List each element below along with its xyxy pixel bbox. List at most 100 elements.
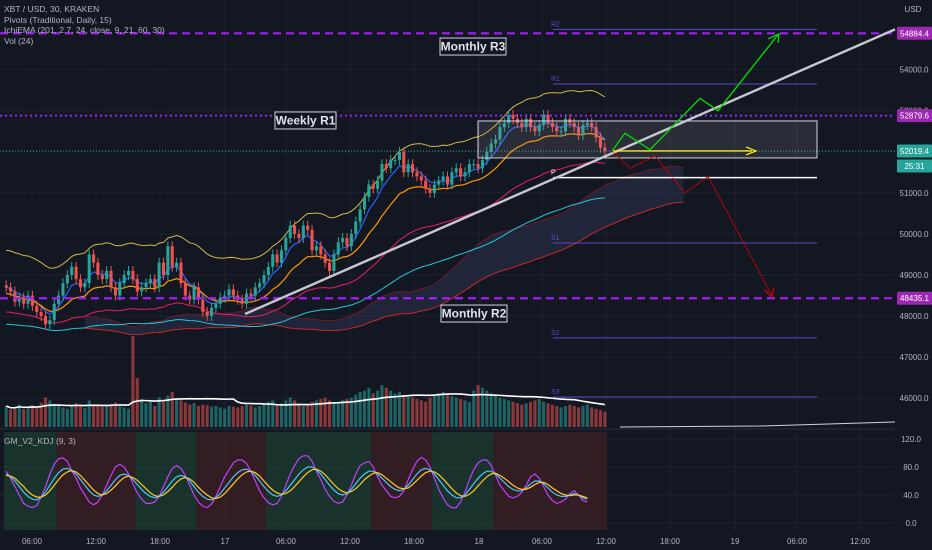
candle-body [577, 127, 581, 136]
volume-bar [463, 400, 467, 427]
axes: USD54000.053000.052000.051000.050000.049… [22, 5, 932, 546]
legend: XBT / USD, 30, KRAKEN Pivots (Traditiona… [4, 4, 165, 46]
candle-body [78, 279, 82, 288]
candle-body [240, 299, 244, 304]
drawings: Monthly R3 Weekly R1 Monthly R2 [244, 28, 896, 323]
badge-last-bg [897, 144, 932, 158]
candle-body [153, 279, 157, 288]
x-tick: 12:00 [86, 537, 107, 546]
candle-body [249, 293, 253, 296]
volume-bar [507, 400, 511, 427]
volume-bar [127, 408, 131, 427]
legend-vol[interactable]: Vol (24) [4, 35, 34, 46]
volume-bar [502, 399, 506, 427]
candle-body [345, 238, 349, 247]
candle-body [310, 229, 314, 251]
badge-countdown-bg [897, 159, 932, 173]
candle-body [9, 287, 13, 292]
monthly-r3-label-box [439, 37, 507, 56]
kdj-zone [266, 432, 372, 530]
legend-kdj[interactable]: GM_V2_KDJ (9, 3) [4, 436, 76, 446]
candle-body [476, 164, 480, 169]
candle-body [494, 139, 498, 144]
candle-body [258, 283, 262, 288]
volume-bar [223, 408, 227, 427]
candle-body [218, 297, 222, 304]
volume-bar [148, 401, 152, 427]
candle-body [415, 172, 419, 177]
volume-bar [537, 399, 541, 427]
x-tick: 12:00 [850, 537, 871, 546]
legend-symbol[interactable]: XBT / USD, 30, KRAKEN [4, 4, 100, 14]
candle-body [161, 262, 166, 276]
candle-body [39, 311, 43, 317]
candle-body [341, 238, 345, 243]
red-arrowhead [763, 287, 775, 298]
volume-bar [306, 404, 310, 427]
candle-body [563, 118, 568, 132]
pivot-label-s3: S3 [551, 389, 560, 396]
candle-body [459, 168, 463, 177]
volume-bar [284, 400, 288, 427]
candle-body [371, 184, 375, 189]
candle-body [17, 297, 21, 302]
candle-body [598, 137, 602, 148]
range-box [477, 120, 818, 159]
candle-body [428, 188, 432, 193]
candle-body [179, 262, 183, 284]
kdj-zone [371, 432, 433, 530]
candle-body [376, 180, 380, 189]
candle-body [546, 114, 550, 124]
volume-bar [489, 393, 493, 427]
x-tick: 18:00 [660, 537, 681, 546]
candle-body [284, 238, 288, 251]
candle-body [524, 118, 528, 128]
volume-bar [415, 399, 419, 427]
volume-bar [336, 401, 340, 427]
cloud-edge [84, 201, 684, 336]
weekly-r1-label: Weekly R1 [276, 113, 336, 127]
volume-bar [380, 385, 384, 427]
candle-body [35, 305, 39, 312]
volume-bar [515, 403, 519, 427]
candle-body [166, 246, 170, 276]
candle-body [594, 127, 598, 138]
volume-bar [35, 408, 39, 427]
candle-body [210, 307, 214, 317]
volume-ma-line [5, 393, 605, 409]
volume-bar [22, 408, 26, 427]
candle-body [328, 262, 332, 271]
ichimoku-cloud [84, 165, 684, 336]
candle-body [397, 151, 401, 160]
pivot-label-s2: S2 [551, 330, 560, 337]
candle-body [581, 125, 585, 136]
legend-ichi[interactable]: IchiEMA (201, 2.7, 24, close, 9, 21, 60,… [4, 25, 165, 35]
volume-bar [494, 394, 498, 427]
volume-bar [590, 407, 594, 427]
candle-body [201, 299, 205, 312]
volume-bar [279, 403, 283, 427]
green-arrowhead [767, 32, 780, 43]
volume-bar [432, 394, 436, 427]
volume-bar [201, 404, 205, 427]
candle-body [485, 151, 489, 160]
volume-bar [572, 406, 576, 427]
pivot-label-r2: R2 [551, 21, 560, 28]
volume-bar [362, 390, 367, 427]
volume-bar [100, 406, 104, 427]
volume-bar [262, 403, 266, 427]
y-tick: 54000.0 [900, 66, 929, 75]
volume-bar [43, 397, 48, 427]
x-tick: 06:00 [532, 537, 553, 546]
candle-body [122, 275, 126, 284]
volume-bar [445, 394, 450, 427]
volume-ma-ext [619, 421, 896, 428]
kdj-tick: 120.0 [901, 435, 922, 444]
candle-body [572, 123, 576, 128]
candle-body [74, 266, 78, 280]
volume-bar [26, 406, 30, 427]
candle-body [367, 184, 371, 197]
volume-bar [4, 406, 8, 427]
legend-pivots[interactable]: Pivots (Traditional, Daily, 15) [4, 14, 112, 25]
